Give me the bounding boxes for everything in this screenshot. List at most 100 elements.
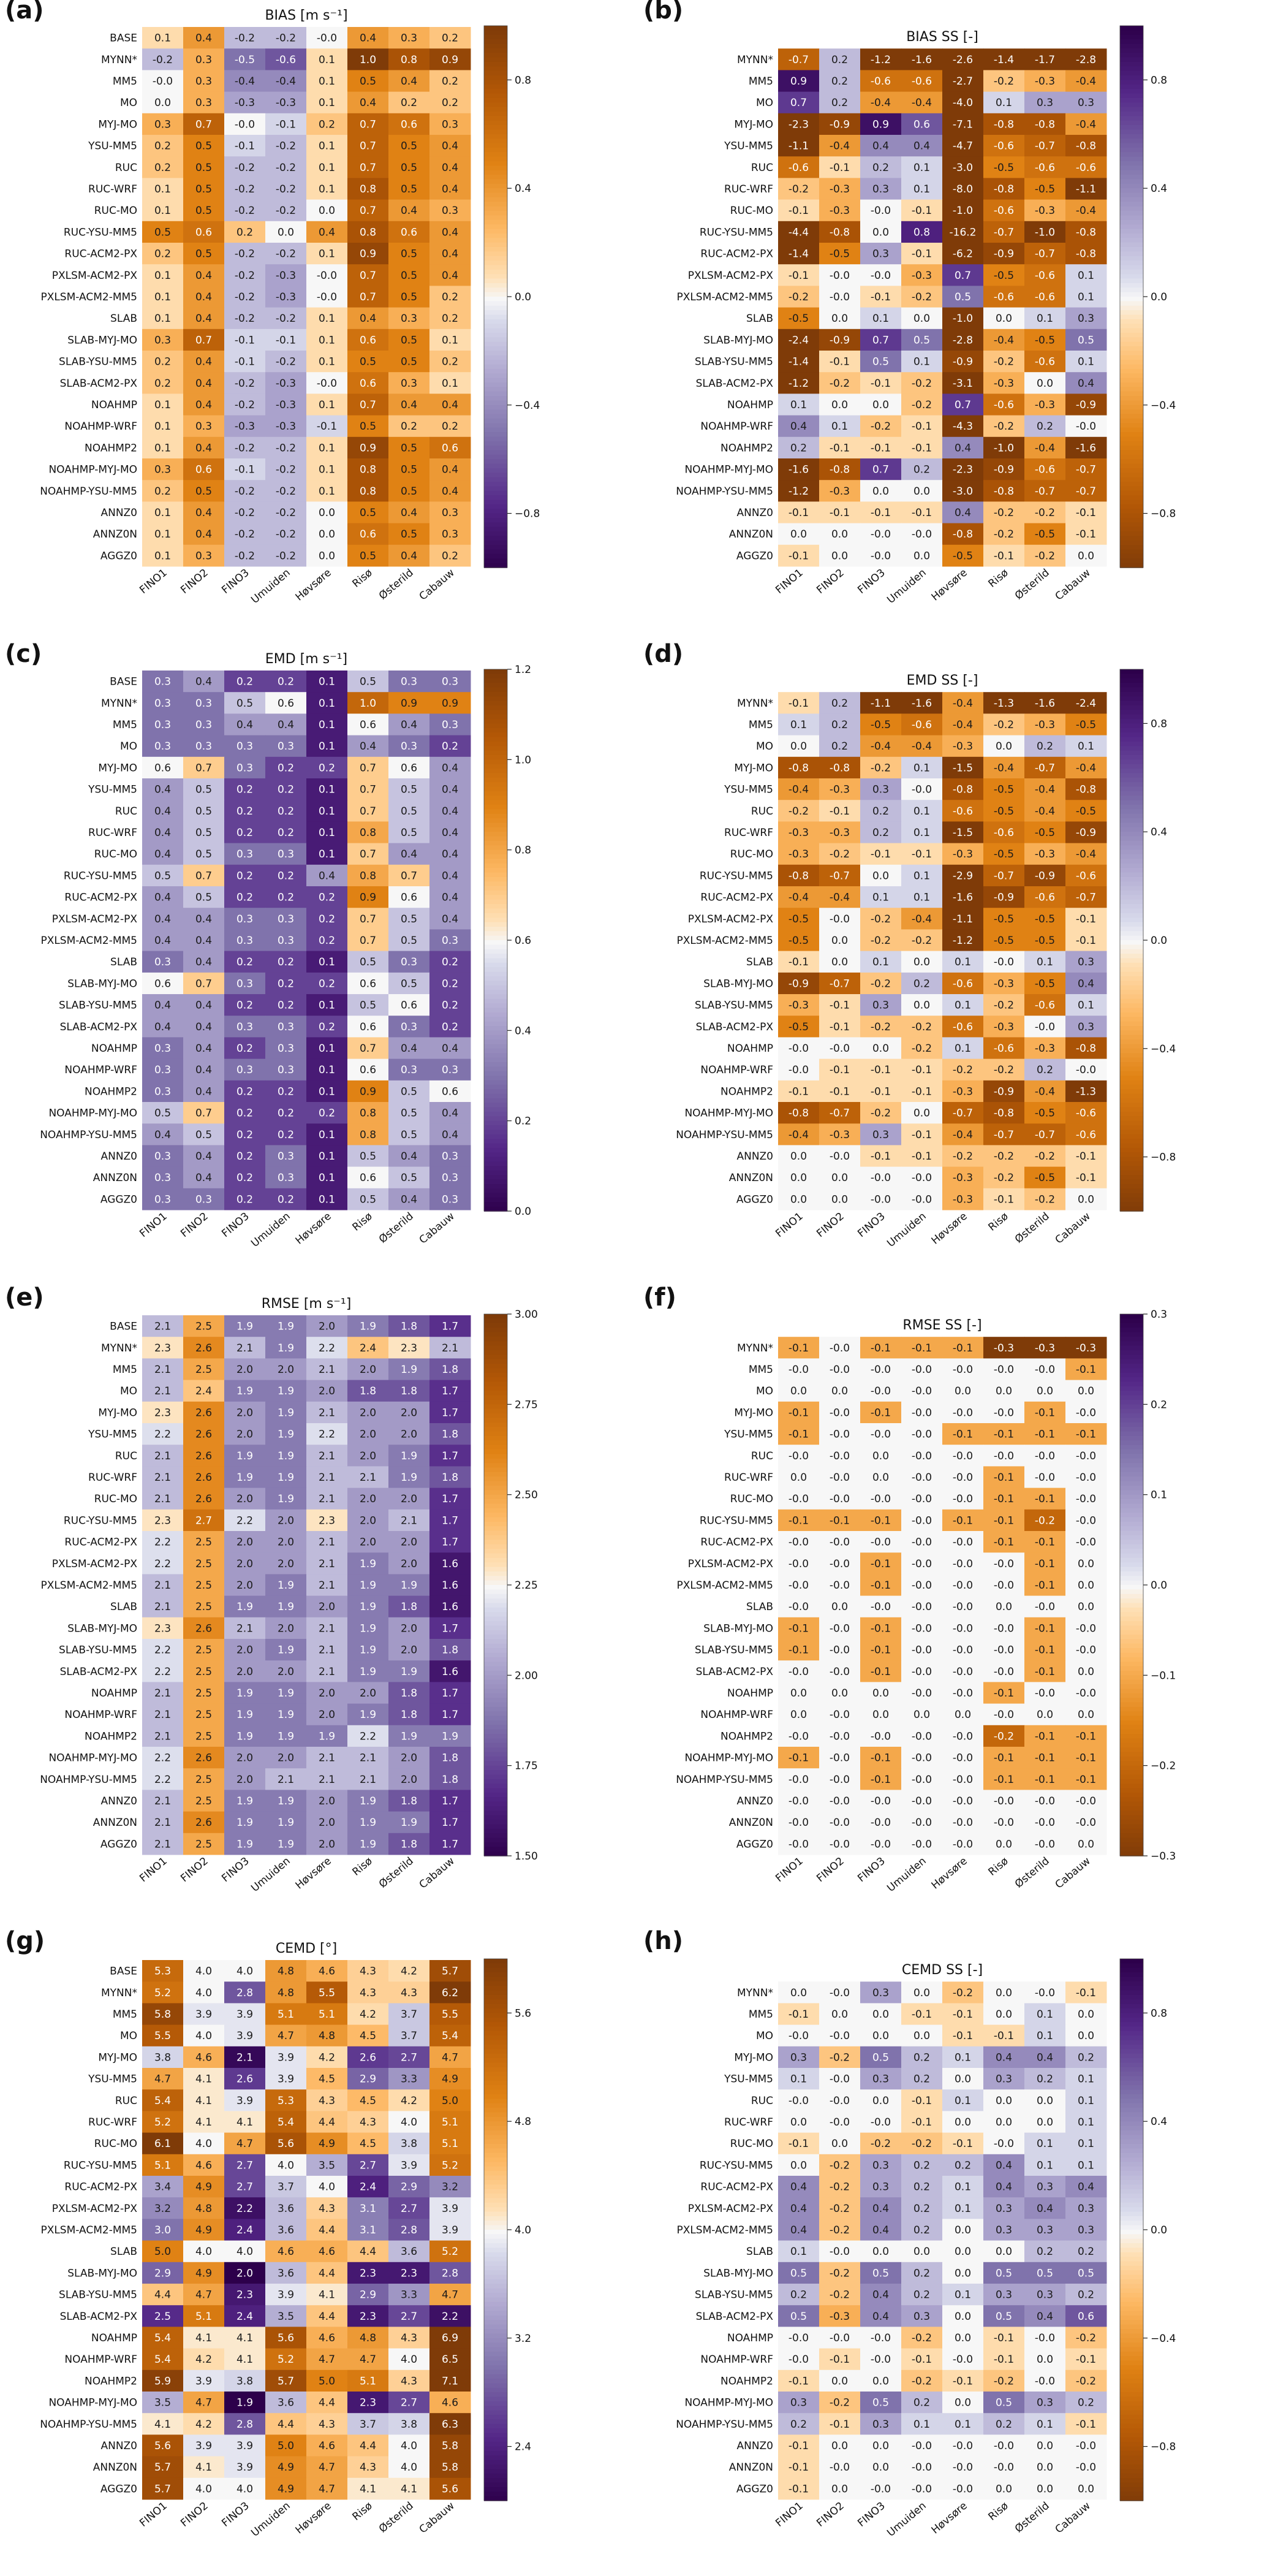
panel-c-cell-label: 0.3 — [236, 913, 253, 925]
panel-a-row-label: AGGZ0 — [100, 550, 137, 562]
panel-h-cell-label: 0.4 — [872, 2203, 889, 2215]
panel-b-cell — [983, 351, 1025, 373]
panel-e-cell-label: 2.0 — [319, 1709, 335, 1721]
panel-h-colorbar-segment — [1120, 2464, 1143, 2470]
panel-e-colorbar-segment — [484, 1833, 507, 1839]
panel-b-cell-label: -0.4 — [1076, 118, 1096, 131]
panel-h-row-label: NOAHMP2 — [720, 2375, 773, 2387]
panel-c-colorbar-segment — [484, 800, 507, 805]
panel-b-cell — [1065, 70, 1107, 93]
panel-e-cell-label: 1.6 — [442, 1579, 458, 1592]
panel-g-colorbar-segment — [484, 2238, 507, 2244]
panel-g-colorbar-segment — [484, 2387, 507, 2393]
panel-b-cell-label: 0.0 — [913, 550, 930, 562]
panel-a-cell — [347, 372, 389, 394]
panel-c-row-label: SLAB — [110, 956, 137, 968]
panel-b-cell — [778, 91, 820, 114]
panel-e-colorbar-segment — [484, 1851, 507, 1856]
panel-d-colorbar-segment — [1120, 805, 1143, 810]
panel-a-cell — [142, 286, 184, 308]
panel-c-colorbar-segment — [484, 823, 507, 828]
panel-d-cell-label: -0.2 — [994, 1172, 1014, 1184]
panel-e-colorbar-segment — [484, 1467, 507, 1473]
panel-d-cell-label: -0.2 — [830, 848, 850, 861]
panel-b-colorbar-segment — [1120, 490, 1143, 496]
panel-e-cell-label: 2.1 — [154, 1579, 171, 1592]
panel-f-cell-label: -0.0 — [994, 1450, 1014, 1462]
panel-b-cell-label: -0.5 — [994, 270, 1014, 282]
panel-a-cell — [388, 286, 430, 308]
panel-g-colorbar-segment — [484, 2437, 507, 2443]
panel-h-colorbar-tick-label: −0.4 — [1151, 2333, 1176, 2345]
panel-e-cell-label: 1.6 — [442, 1666, 458, 1678]
panel-h-cell-label: 0.1 — [1037, 2159, 1053, 2171]
panel-b-cell — [1065, 372, 1107, 394]
panel-c-colorbar-segment — [484, 1111, 507, 1117]
panel-g-colorbar-segment — [484, 2293, 507, 2298]
panel-c-cell-label: 0.4 — [154, 1000, 171, 1012]
panel-b-row-label: NOAHMP-YSU-MM5 — [676, 485, 773, 498]
panel-g-cell-label: 5.2 — [442, 2246, 458, 2258]
panel-h-cell-label: 0.4 — [872, 2224, 889, 2236]
panel-h-colorbar-segment — [1120, 2315, 1143, 2321]
panel-g-colorbar-tick-label: 5.6 — [515, 2007, 531, 2019]
panel-d-colorbar-segment — [1120, 777, 1143, 783]
panel-g-cell-label: 2.8 — [236, 2418, 253, 2431]
panel-a-cell-label: 0.5 — [401, 464, 417, 476]
panel-d-cell-label: -0.6 — [994, 1043, 1014, 1055]
panel-b-cell-label: -2.7 — [953, 75, 973, 88]
panel-g-cell-label: 3.8 — [236, 2375, 253, 2387]
panel-h-cell-label: -0.0 — [912, 2483, 932, 2495]
panel-a-cell-label: 0.3 — [154, 334, 171, 346]
panel-b-cell — [901, 286, 943, 308]
panel-b-colorbar-segment — [1120, 405, 1143, 410]
panel-h-cell-label: 0.5 — [996, 2267, 1012, 2279]
panel-d-cell-label: -1.2 — [953, 935, 973, 947]
panel-a-row-label: BASE — [110, 32, 137, 45]
panel-b-cell — [860, 264, 902, 286]
panel-c-colorbar-segment — [484, 981, 507, 986]
panel-a-cell — [142, 48, 184, 70]
panel-e-row-label: SLAB-YSU-MM5 — [59, 1644, 137, 1657]
panel-f-colorbar-segment — [1120, 1774, 1143, 1780]
panel-d-cell-label: 0.0 — [913, 956, 930, 968]
panel-c-cell-label: 0.4 — [360, 740, 376, 753]
panel-a-colorbar-segment — [484, 143, 507, 148]
panel-a-cell-label: 0.2 — [154, 356, 171, 368]
panel-e-cell-label: 2.0 — [401, 1644, 417, 1657]
panel-b-cell — [983, 329, 1025, 351]
panel-g-row-label: RUC — [115, 2095, 137, 2107]
panel-c-colorbar-segment — [484, 1089, 507, 1095]
panel-h-colorbar-segment — [1120, 2103, 1143, 2108]
panel-d-cell-label: -0.0 — [830, 913, 850, 925]
panel-h-row-label: MYNN* — [737, 1987, 773, 1999]
panel-a-cell — [224, 113, 266, 135]
panel-e-cell-label: 1.7 — [442, 1795, 458, 1807]
panel-d-cell-label: -1.1 — [871, 697, 891, 710]
panel-e-cell-label: 2.3 — [154, 1342, 171, 1354]
panel-c-cell-label: 0.4 — [442, 1129, 458, 1141]
panel-g-colorbar-segment — [484, 2049, 507, 2054]
panel-e-colorbar-segment — [484, 1472, 507, 1477]
panel-a-cell — [224, 393, 266, 416]
panel-h-colorbar-segment — [1120, 1999, 1143, 2005]
panel-b-cell — [860, 351, 902, 373]
panel-h-cell-label: 0.3 — [1078, 2224, 1094, 2236]
panel-c-colorbar-segment — [484, 809, 507, 815]
panel-g-cell-label: 4.0 — [236, 2483, 253, 2495]
panel-h-row-label: PXLSM-ACM2-PX — [688, 2203, 774, 2215]
panel-g-cell-label: 3.6 — [278, 2397, 294, 2409]
panel-f-cell-label: -0.1 — [1035, 1407, 1055, 1419]
panel-g-cell-label: 4.8 — [195, 2203, 212, 2215]
panel-b-cell-label: 0.1 — [913, 183, 930, 196]
panel-f-cell-label: -0.0 — [789, 1795, 809, 1807]
panel-a-cell-label: 0.3 — [442, 528, 458, 541]
panel-d-cell-label: -0.4 — [1035, 805, 1055, 818]
panel-a-cell-label: 0.9 — [360, 248, 376, 260]
panel-f-row-label: NOAHMP-YSU-MM5 — [676, 1774, 773, 1786]
panel-h-cell-label: 0.5 — [996, 2397, 1012, 2409]
panel-a-cell-label: -0.2 — [276, 248, 296, 260]
panel-d-cell-label: -0.0 — [994, 956, 1014, 968]
panel-b-cell — [1024, 113, 1066, 135]
panel-d-cell-label: 0.1 — [1037, 956, 1053, 968]
